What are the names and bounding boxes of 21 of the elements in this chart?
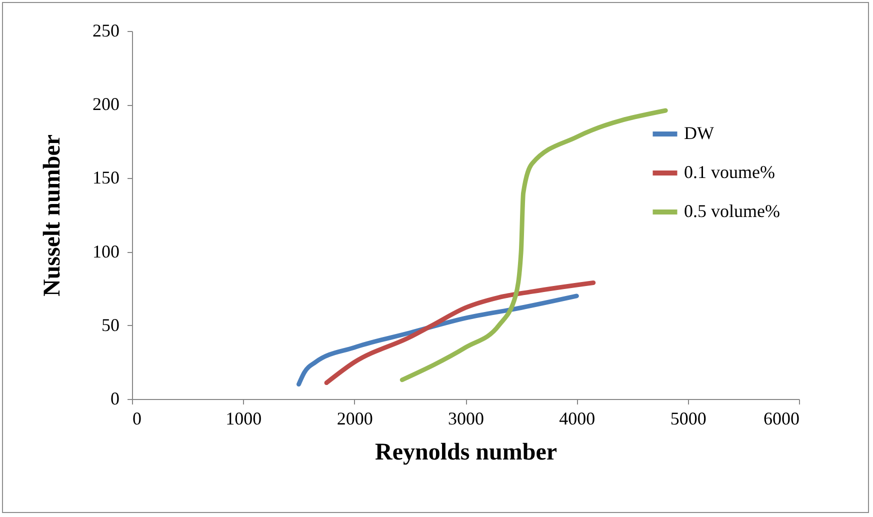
legend-label: 0.1 voume%	[684, 162, 775, 182]
x-tick-label: 3000	[448, 408, 484, 428]
x-tick-label: 4000	[559, 408, 596, 428]
y-tick-label: 200	[92, 94, 120, 114]
line-series	[324, 280, 596, 386]
y-tick-label: 0	[110, 388, 120, 408]
legend-label: 0.5 volume%	[684, 201, 780, 221]
line-series	[400, 108, 668, 382]
y-tick-label: 250	[92, 20, 120, 40]
legend-label: DW	[684, 123, 714, 143]
y-tick-label: 50	[102, 314, 120, 335]
y-axis-title: Nusselt number	[40, 134, 66, 297]
x-tick-label: 5000	[670, 408, 706, 428]
x-tick-label: 6000	[764, 408, 800, 428]
y-tick-label: 100	[92, 241, 120, 262]
x-tick-label: 2000	[336, 408, 373, 428]
x-tick-label: 1000	[226, 408, 262, 428]
x-tick-label: 0	[132, 408, 142, 428]
x-axis-title: Reynolds number	[374, 440, 558, 466]
line-series	[296, 294, 579, 387]
y-tick-label: 150	[92, 168, 120, 188]
